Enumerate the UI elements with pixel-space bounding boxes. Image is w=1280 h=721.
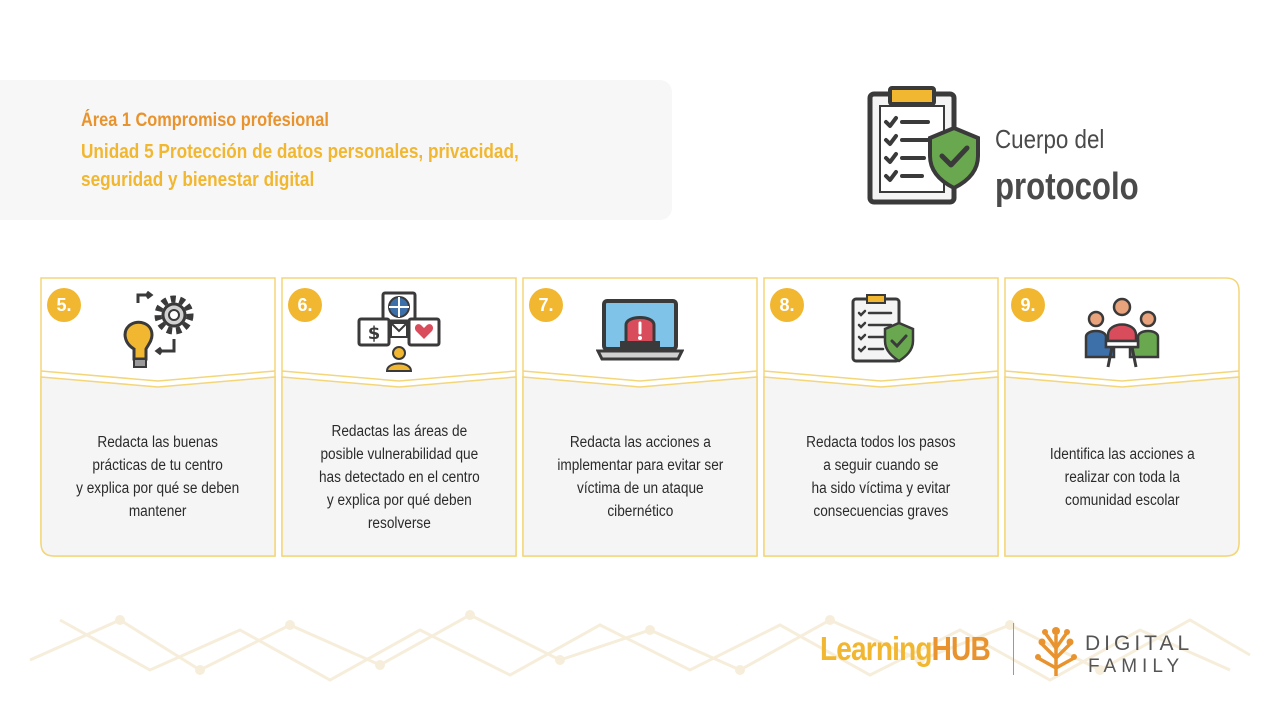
protocol-title-line1: Cuerpo del	[995, 124, 1105, 154]
card-background	[1004, 277, 1240, 557]
laptop-alert-icon	[596, 299, 684, 361]
step-text: Redactas las áreas de posible vulnerabil…	[318, 422, 480, 532]
header-panel	[0, 80, 672, 220]
footer-divider	[1013, 623, 1014, 675]
card-background	[281, 277, 517, 557]
digital-family-logo-family: FAMILY	[1088, 656, 1185, 677]
step-card: 8. Redacta todos los pasos a seguir cuan…	[763, 277, 999, 557]
step-number-badge: 9.	[1011, 288, 1045, 322]
card-background	[40, 277, 276, 557]
step-number-badge: 5.	[47, 288, 81, 322]
step-card: 9. Identifica las acciones a realizar co…	[1004, 277, 1240, 557]
protocol-title-line2: protocolo	[995, 166, 1139, 208]
learninghub-logo-part2: HUB	[931, 630, 991, 667]
step-number-badge: 7.	[529, 288, 563, 322]
step-number-badge: 8.	[770, 288, 804, 322]
clipboard-shield-icon	[851, 294, 915, 363]
clipboard-shield-icon	[867, 86, 980, 205]
area-title: Área 1 Compromiso profesional	[81, 110, 329, 131]
step-card: 5. Redacta las buenas prácticas de tu ce…	[40, 277, 276, 557]
community-meeting-icon	[1084, 297, 1160, 368]
card-background	[522, 277, 758, 557]
learninghub-logo: LearningHUB	[820, 630, 991, 668]
lightbulb-gear-icon	[123, 291, 194, 368]
network-lines-decoration	[29, 610, 1251, 682]
learninghub-logo-part1: Learning	[820, 630, 933, 667]
step-number-badge: 6.	[288, 288, 322, 322]
steps-row: 5. Redacta las buenas prácticas de tu ce…	[40, 277, 1240, 557]
step-text: Redacta las acciones a implementar para …	[556, 434, 724, 520]
step-card: 6. $ Redactas las áreas de posible vulne…	[281, 277, 517, 557]
step-text: Redacta las buenas prácticas de tu centr…	[76, 434, 240, 520]
card-background	[763, 277, 999, 557]
tree-logo-icon	[1035, 627, 1077, 676]
step-text: Redacta todos los pasos a seguir cuando …	[806, 434, 956, 520]
step-card: 7. Redacta las acciones a implementar pa…	[522, 277, 758, 557]
digital-family-logo-digital: DIGITAL	[1085, 632, 1194, 655]
network-vulnerability-icon: $	[357, 291, 441, 372]
svg-text:$: $	[368, 323, 381, 344]
unit-title: Unidad 5 Protección de datos personales,…	[81, 141, 519, 191]
step-text: Identifica las acciones a realizar con t…	[1049, 445, 1195, 509]
